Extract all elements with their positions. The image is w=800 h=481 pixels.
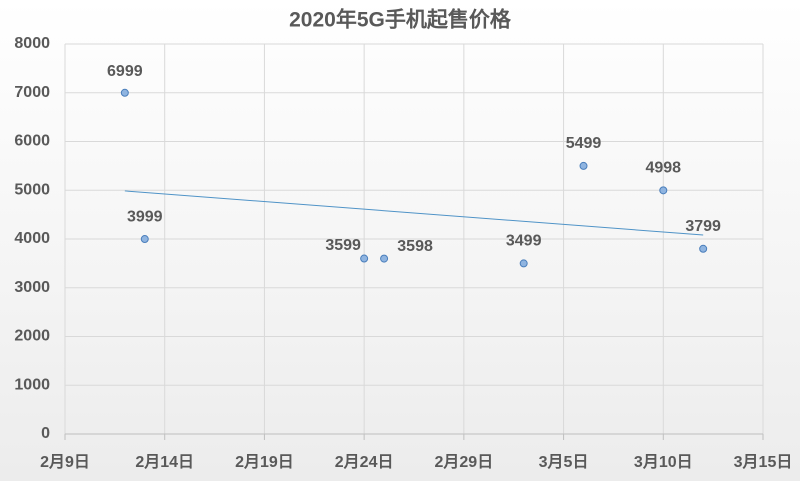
y-tick-label: 2000 <box>14 328 50 345</box>
y-tick-label: 6000 <box>14 133 50 150</box>
data-label: 6999 <box>107 63 143 80</box>
point <box>120 88 129 97</box>
y-tick-label: 3000 <box>14 279 50 296</box>
x-tick-label: 2月24日 <box>335 453 394 471</box>
x-tick-label: 2月9日 <box>40 453 90 471</box>
data-label: 3799 <box>685 218 721 235</box>
point <box>519 259 528 268</box>
point <box>360 254 369 263</box>
point <box>140 235 149 244</box>
x-tick-label: 3月5日 <box>539 453 589 471</box>
x-tick-label: 3月15日 <box>734 453 793 471</box>
x-tick-label: 2月19日 <box>235 453 294 471</box>
trendline <box>124 190 704 236</box>
y-tick-label: 7000 <box>14 84 50 101</box>
point <box>699 244 708 253</box>
chart-title: 2020年5G手机起售价格 <box>289 8 512 32</box>
data-label: 5499 <box>566 135 602 152</box>
data-label: 3999 <box>127 208 163 225</box>
data-label: 3499 <box>506 233 542 250</box>
y-tick-label: 1000 <box>14 376 50 393</box>
data-label: 3598 <box>397 238 433 255</box>
point <box>380 254 389 263</box>
x-tick-label: 3月10日 <box>634 453 693 471</box>
data-label: 3599 <box>325 237 361 254</box>
y-tick-label: 0 <box>41 425 50 442</box>
y-tick-label: 5000 <box>14 181 50 198</box>
y-tick-label: 8000 <box>14 35 50 52</box>
point <box>579 161 588 170</box>
x-tick-label: 2月14日 <box>135 453 194 471</box>
x-tick-label: 2月29日 <box>435 453 494 471</box>
y-tick-label: 4000 <box>14 230 50 247</box>
data-label: 4998 <box>645 160 681 177</box>
point <box>659 186 668 195</box>
